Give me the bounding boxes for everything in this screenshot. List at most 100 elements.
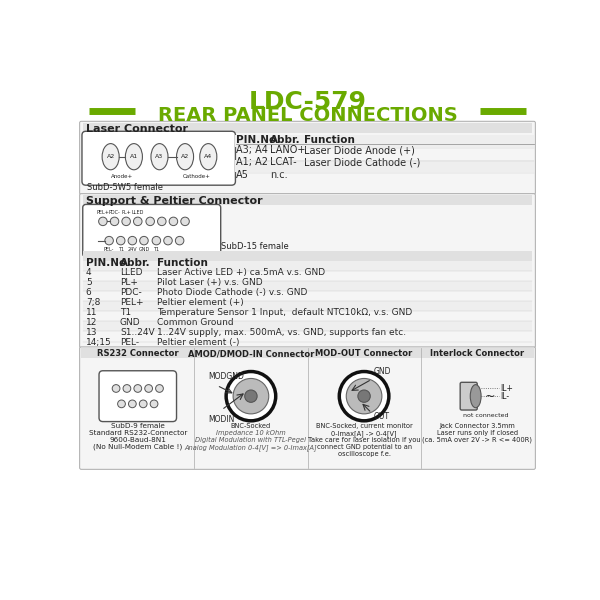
Circle shape — [339, 371, 389, 421]
FancyBboxPatch shape — [460, 382, 477, 410]
Text: A2: A2 — [107, 154, 115, 159]
FancyBboxPatch shape — [99, 371, 176, 422]
Circle shape — [155, 385, 163, 392]
Text: Laser Diode Cathode (-): Laser Diode Cathode (-) — [304, 157, 421, 167]
Circle shape — [110, 217, 119, 226]
Text: PDC-: PDC- — [120, 289, 142, 298]
Circle shape — [233, 379, 269, 414]
Circle shape — [122, 217, 130, 226]
Text: Laser runs only if closed: Laser runs only if closed — [437, 430, 518, 436]
Text: PL+: PL+ — [120, 278, 138, 287]
Text: Analog Modulation 0-4[V] => 0-Imax[A]: Analog Modulation 0-4[V] => 0-Imax[A] — [185, 444, 317, 451]
Text: IL+: IL+ — [500, 384, 514, 393]
Text: T1: T1 — [118, 247, 124, 252]
Text: 7;8: 7;8 — [86, 298, 100, 307]
Text: T1: T1 — [154, 247, 160, 252]
Text: RS232 Connector: RS232 Connector — [97, 349, 179, 358]
Circle shape — [346, 379, 382, 414]
Text: not connected: not connected — [463, 413, 509, 418]
Bar — [83, 281, 532, 290]
Text: 9600-Baud-8N1: 9600-Baud-8N1 — [109, 437, 166, 443]
Text: Cathode+: Cathode+ — [183, 174, 211, 179]
Bar — [194, 349, 308, 358]
Text: A1: A1 — [130, 154, 138, 159]
Text: Abbr.: Abbr. — [271, 135, 301, 145]
Text: GND: GND — [139, 247, 149, 252]
Text: n.c.: n.c. — [271, 170, 288, 180]
Ellipse shape — [125, 143, 142, 170]
Circle shape — [123, 385, 131, 392]
Text: PIN.No: PIN.No — [236, 135, 277, 145]
Text: 4: 4 — [86, 268, 91, 277]
Text: S1..24V: S1..24V — [120, 328, 155, 337]
Text: (ca. 5mA over 2V -> R <= 400R): (ca. 5mA over 2V -> R <= 400R) — [422, 437, 532, 443]
Text: Laser Active LED +) ca.5mA v.s. GND: Laser Active LED +) ca.5mA v.s. GND — [157, 268, 325, 277]
Text: 1..24V supply, max. 500mA, vs. GND, supports fan etc.: 1..24V supply, max. 500mA, vs. GND, supp… — [157, 328, 406, 337]
Text: Jack Connector 3.5mm: Jack Connector 3.5mm — [439, 423, 515, 429]
Text: ~: ~ — [485, 389, 496, 403]
Circle shape — [105, 236, 113, 245]
Text: Temperature Sensor 1 Input,  default NTC10kΩ, v.s. GND: Temperature Sensor 1 Input, default NTC1… — [157, 308, 412, 317]
Circle shape — [140, 236, 148, 245]
Text: Laser Diode Anode (+): Laser Diode Anode (+) — [304, 145, 415, 155]
Circle shape — [169, 217, 178, 226]
Text: PEL+: PEL+ — [120, 298, 143, 307]
Text: Peltier element (-): Peltier element (-) — [157, 338, 239, 347]
Circle shape — [98, 217, 107, 226]
Text: 13: 13 — [86, 328, 97, 337]
Bar — [83, 251, 532, 262]
Text: Take care for laser isolation if you: Take care for laser isolation if you — [308, 437, 421, 443]
Bar — [83, 195, 532, 205]
Bar — [83, 123, 532, 133]
Ellipse shape — [102, 143, 119, 170]
Text: T1: T1 — [120, 308, 131, 317]
Circle shape — [175, 236, 184, 245]
Text: Photo Diode Cathode (-) v.s. GND: Photo Diode Cathode (-) v.s. GND — [157, 289, 308, 298]
Text: Standard RS232-Connector: Standard RS232-Connector — [89, 430, 187, 436]
Circle shape — [164, 236, 172, 245]
Text: PIN.No: PIN.No — [86, 259, 126, 268]
Text: Function: Function — [304, 135, 355, 145]
Ellipse shape — [470, 385, 481, 408]
Text: Digital Modulation with TTL-Pegel: Digital Modulation with TTL-Pegel — [196, 437, 307, 443]
Bar — [83, 321, 532, 331]
FancyBboxPatch shape — [80, 121, 535, 194]
Text: 5: 5 — [86, 278, 92, 287]
Ellipse shape — [151, 143, 168, 170]
Bar — [421, 349, 534, 358]
Text: Peltier element (+): Peltier element (+) — [157, 298, 244, 307]
FancyBboxPatch shape — [80, 347, 535, 469]
Circle shape — [128, 236, 137, 245]
Text: AMOD/DMOD-IN Connector: AMOD/DMOD-IN Connector — [188, 349, 314, 358]
Circle shape — [245, 390, 257, 403]
Circle shape — [116, 236, 125, 245]
Text: GND: GND — [373, 367, 391, 376]
Circle shape — [134, 217, 142, 226]
Circle shape — [128, 400, 136, 408]
Text: PEL-: PEL- — [104, 247, 114, 252]
Text: REAR PANEL CONNECTIONS: REAR PANEL CONNECTIONS — [158, 106, 457, 125]
Text: oscilloscope f.e.: oscilloscope f.e. — [338, 451, 391, 457]
Ellipse shape — [176, 143, 194, 170]
Text: Laser Connector: Laser Connector — [86, 124, 188, 134]
Text: MODGND: MODGND — [208, 372, 244, 381]
Text: Interlock Connector: Interlock Connector — [430, 349, 524, 358]
Text: 6: 6 — [86, 289, 92, 298]
Ellipse shape — [200, 143, 217, 170]
Text: LDC-579: LDC-579 — [248, 91, 367, 115]
Bar — [81, 349, 194, 358]
Circle shape — [118, 400, 125, 408]
Text: IL-: IL- — [500, 392, 509, 401]
Text: LLED: LLED — [131, 210, 144, 215]
Text: MODIN: MODIN — [208, 415, 235, 424]
Circle shape — [158, 217, 166, 226]
Circle shape — [226, 371, 276, 421]
Text: A3: A3 — [155, 154, 164, 159]
Bar — [235, 160, 534, 172]
Text: PDC-: PDC- — [109, 210, 121, 215]
Text: PEL-: PEL- — [120, 338, 139, 347]
Text: 24V: 24V — [128, 247, 137, 252]
Text: PL+: PL+ — [121, 210, 131, 215]
Text: LANO+: LANO+ — [271, 145, 305, 155]
Text: Impedance 10 kOhm: Impedance 10 kOhm — [216, 430, 286, 436]
